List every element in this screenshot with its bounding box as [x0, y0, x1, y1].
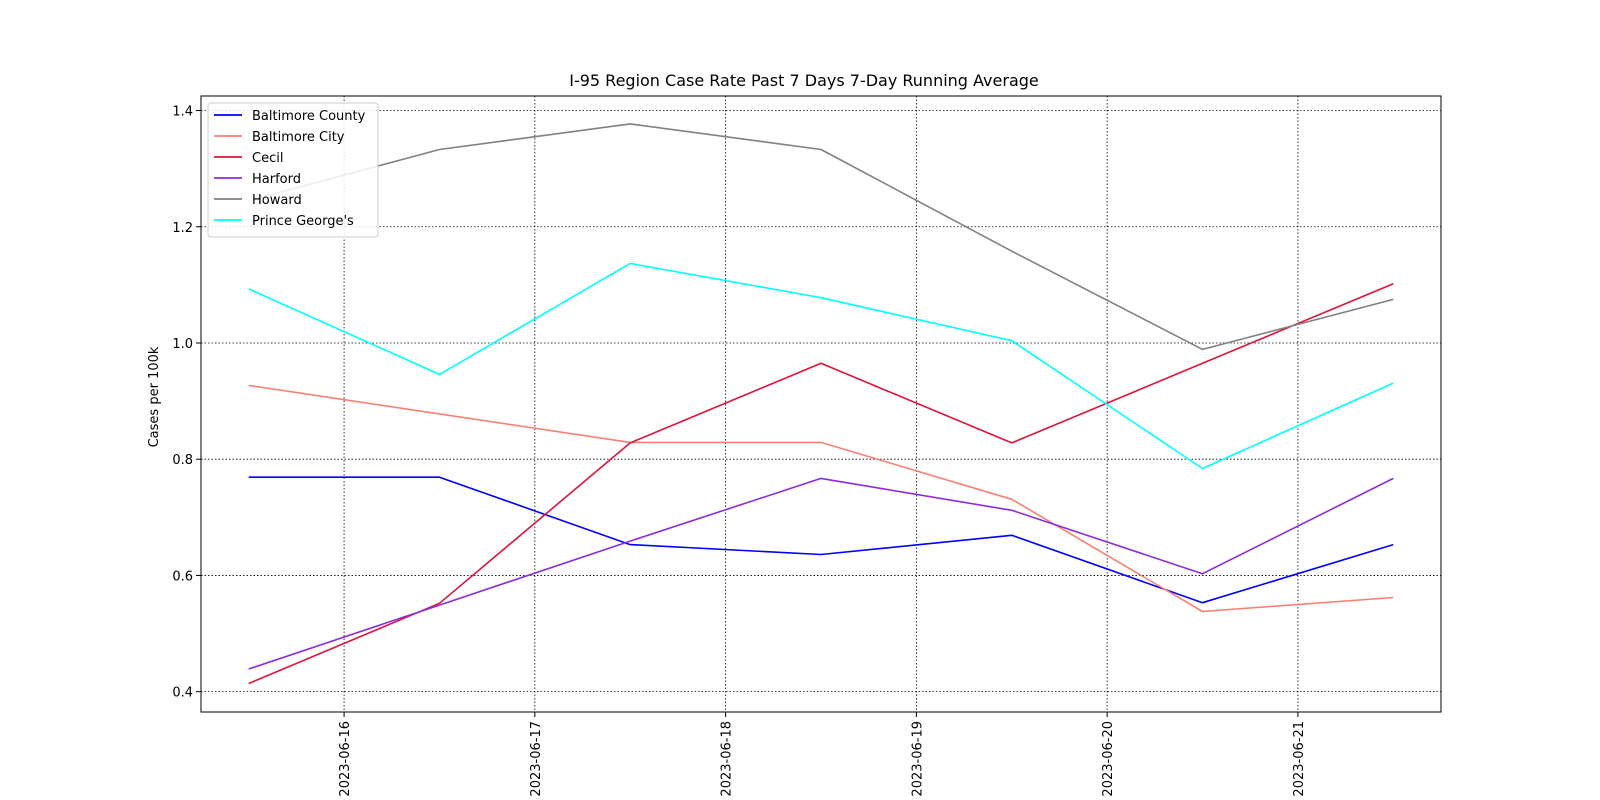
y-tick-label: 1.4: [172, 105, 193, 120]
legend: Baltimore County Baltimore City Cecil Harfo…: [207, 102, 379, 238]
series-line: [248, 477, 1394, 670]
x-tick-label: 2023-06-20: [1101, 721, 1116, 797]
y-tick-label: 1.0: [172, 337, 193, 352]
y-axis-label: Cases per 100k: [147, 346, 162, 447]
y-tick-label: 1.2: [172, 221, 193, 236]
series-line: [248, 476, 1394, 604]
x-axis: 2023-06-16 2023-06-17 2023-06-18 2023-06-19…: [338, 712, 1307, 797]
legend-entry-label: Harford: [252, 172, 301, 187]
grid: [201, 96, 1441, 712]
x-tick-label: 2023-06-18: [720, 721, 735, 797]
chart-title: I-95 Region Case Rate Past 7 Days 7-Day …: [569, 71, 1039, 90]
y-tick-label: 0.4: [172, 686, 193, 701]
series-line: [248, 262, 1394, 470]
x-tick-label: 2023-06-19: [910, 721, 925, 797]
y-axis: 0.4 0.6 0.8 1.0 1.2 1.4: [172, 105, 201, 701]
x-tick-label: 2023-06-16: [338, 721, 353, 797]
y-tick-label: 0.6: [172, 569, 193, 584]
legend-entry-label: Prince George's: [252, 214, 354, 229]
legend-entry-label: Howard: [252, 193, 302, 208]
series-line: [248, 282, 1394, 685]
y-tick-label: 0.8: [172, 453, 193, 468]
series-line: [248, 123, 1394, 351]
series-lines: [248, 123, 1394, 685]
legend-box: [207, 102, 379, 238]
series-line: [248, 384, 1394, 613]
legend-entry-label: Baltimore City: [252, 130, 345, 145]
plot-area: [200, 95, 1442, 713]
x-tick-label: 2023-06-17: [529, 721, 544, 797]
x-tick-label: 2023-06-21: [1292, 721, 1307, 797]
legend-entry-label: Cecil: [252, 151, 283, 166]
legend-entry-label: Baltimore County: [252, 109, 366, 124]
